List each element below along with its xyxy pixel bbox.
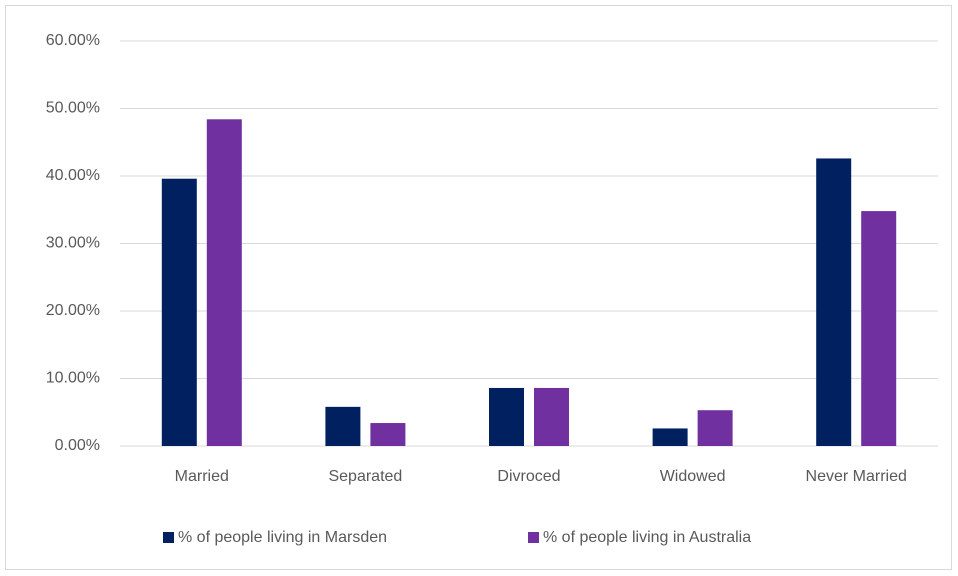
x-tick-label: Divroced — [497, 468, 560, 485]
bar — [816, 158, 852, 446]
bar — [370, 423, 406, 446]
bar — [206, 119, 242, 447]
bar — [697, 410, 733, 446]
x-tick-label: Widowed — [660, 468, 726, 485]
y-tick-label: 30.00% — [46, 235, 100, 252]
x-tick-label: Never Married — [806, 468, 907, 485]
x-tick-label: Married — [175, 468, 229, 485]
y-tick-label: 10.00% — [46, 370, 100, 387]
bar — [861, 211, 897, 446]
bar — [325, 406, 361, 446]
x-tick-label: Separated — [328, 468, 402, 485]
y-tick-label: 60.00% — [46, 32, 100, 49]
y-tick-label: 40.00% — [46, 167, 100, 184]
y-tick-label: 50.00% — [46, 100, 100, 117]
legend-label: % of people living in Marsden — [178, 529, 387, 546]
legend-swatch — [163, 532, 174, 543]
y-tick-label: 0.00% — [55, 437, 100, 454]
bar — [534, 387, 569, 446]
legend-swatch — [528, 532, 539, 543]
bar — [489, 387, 524, 446]
bar — [161, 178, 197, 446]
y-tick-label: 20.00% — [46, 302, 100, 319]
bar — [652, 428, 688, 446]
legend-label: % of people living in Australia — [543, 529, 751, 546]
